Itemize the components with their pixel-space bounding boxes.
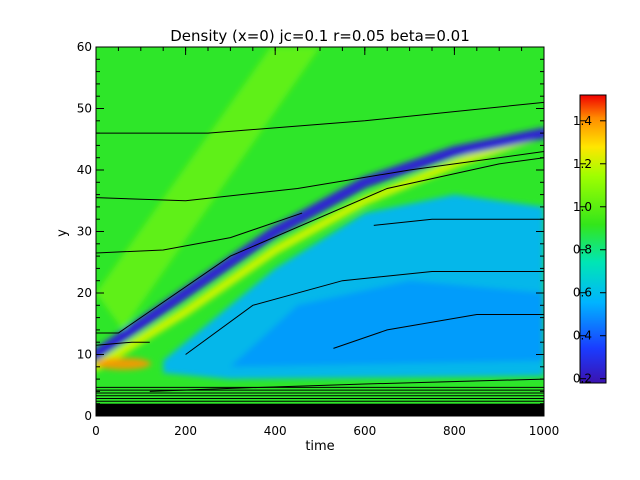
contour-line: [373, 218, 544, 226]
rarefied-trough: [96, 127, 544, 360]
contour-line: [96, 157, 544, 334]
chart-title: Density (x=0) jc=0.1 r=0.05 beta=0.01: [170, 27, 470, 45]
x-tick-label: 200: [174, 424, 197, 438]
density-band: [96, 47, 320, 330]
y-axis-label: y: [55, 229, 70, 237]
plot-area: 0 200 400 600 800 1000 0 10 20 30 40 50 60: [77, 40, 560, 438]
x-tick-label: 600: [353, 424, 376, 438]
colorbar-tick-label: 0.8: [573, 243, 592, 257]
contour-line: [333, 314, 544, 349]
colorbar-tick-label: 1.0: [573, 200, 592, 214]
dense-ridge: [96, 128, 544, 372]
y-tick-label: 10: [77, 348, 92, 362]
contour-line: [185, 270, 544, 355]
y-tick-label: 40: [77, 163, 92, 177]
x-axis-label: time: [305, 439, 334, 454]
contour-line: [96, 151, 544, 202]
y-axis: 0 10 20 30 40 50 60: [77, 40, 544, 423]
x-tick-label: 0: [92, 424, 100, 438]
colorbar-tick-label: 1.2: [573, 157, 592, 171]
x-tick-label: 1000: [529, 424, 560, 438]
colorbar-tick-label: 0.2: [573, 372, 592, 386]
x-tick-label: 400: [264, 424, 287, 438]
colorbar-tick-label: 0.4: [573, 329, 592, 343]
x-tick-label: 800: [443, 424, 466, 438]
y-tick-label: 60: [77, 40, 92, 54]
y-tick-label: 20: [77, 286, 92, 300]
contour-lines: [96, 101, 544, 402]
depleted-core: [230, 280, 544, 367]
contour-line: [96, 101, 544, 134]
x-axis: 0 200 400 600 800 1000: [92, 47, 559, 438]
contour-line: [96, 341, 150, 346]
hot-spot: [96, 357, 151, 370]
colorbar-tick-label: 1.4: [573, 114, 592, 128]
density-field: [96, 47, 544, 416]
y-tick-label: 0: [84, 409, 92, 423]
field-features: [96, 47, 544, 380]
colorbar-scale: [579, 94, 607, 384]
colorbar-tick-label: 0.6: [573, 286, 592, 300]
y-tick-label: 30: [77, 225, 92, 239]
contour-line: [96, 212, 303, 254]
y-tick-label: 50: [77, 102, 92, 116]
colorbar: 0.2 0.4 0.6 0.8 1.0 1.2 1.4: [573, 94, 607, 386]
